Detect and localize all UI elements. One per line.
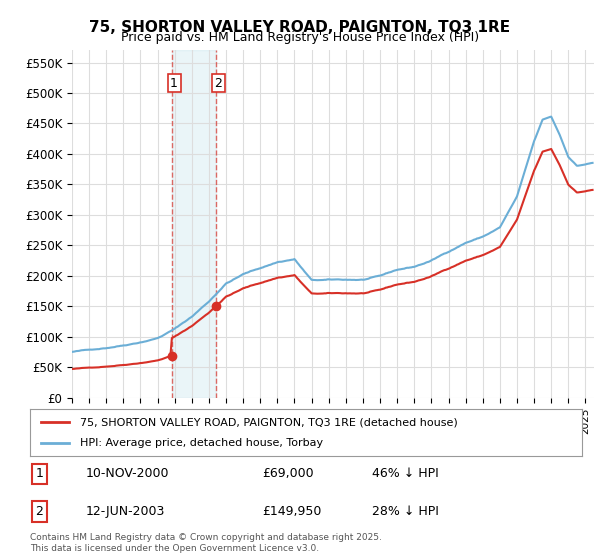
Text: 2: 2 — [214, 77, 222, 90]
Text: 1: 1 — [170, 77, 178, 90]
Text: 1: 1 — [35, 468, 43, 480]
Text: 10-NOV-2000: 10-NOV-2000 — [85, 468, 169, 480]
Text: 28% ↓ HPI: 28% ↓ HPI — [372, 505, 439, 518]
Text: £69,000: £69,000 — [262, 468, 313, 480]
Text: 75, SHORTON VALLEY ROAD, PAIGNTON, TQ3 1RE: 75, SHORTON VALLEY ROAD, PAIGNTON, TQ3 1… — [89, 20, 511, 35]
Text: £149,950: £149,950 — [262, 505, 321, 518]
Text: 46% ↓ HPI: 46% ↓ HPI — [372, 468, 439, 480]
Text: Price paid vs. HM Land Registry's House Price Index (HPI): Price paid vs. HM Land Registry's House … — [121, 31, 479, 44]
Text: 75, SHORTON VALLEY ROAD, PAIGNTON, TQ3 1RE (detached house): 75, SHORTON VALLEY ROAD, PAIGNTON, TQ3 1… — [80, 417, 457, 427]
Text: 12-JUN-2003: 12-JUN-2003 — [85, 505, 164, 518]
Text: 2: 2 — [35, 505, 43, 518]
Text: Contains HM Land Registry data © Crown copyright and database right 2025.
This d: Contains HM Land Registry data © Crown c… — [30, 533, 382, 553]
Text: HPI: Average price, detached house, Torbay: HPI: Average price, detached house, Torb… — [80, 438, 323, 448]
Bar — [172, 50, 216, 398]
